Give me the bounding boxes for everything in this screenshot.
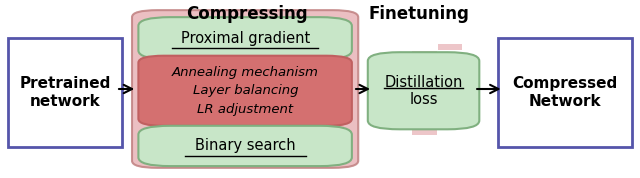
Bar: [412, 128, 436, 135]
Bar: [412, 51, 436, 57]
FancyBboxPatch shape: [138, 126, 352, 166]
Text: Compressed
Network: Compressed Network: [513, 76, 618, 109]
Bar: [88, 121, 111, 128]
Text: Binary search: Binary search: [195, 138, 296, 153]
FancyBboxPatch shape: [368, 52, 479, 129]
Bar: [88, 44, 111, 50]
Bar: [438, 121, 462, 128]
Text: Proximal gradient: Proximal gradient: [180, 31, 310, 46]
Bar: [575, 44, 599, 50]
Bar: [62, 128, 86, 135]
Bar: [549, 51, 573, 57]
Text: LR adjustment: LR adjustment: [197, 103, 294, 116]
FancyBboxPatch shape: [499, 38, 632, 147]
Text: Annealing mechanism: Annealing mechanism: [172, 66, 319, 79]
Text: Pretrained
network: Pretrained network: [19, 76, 111, 109]
Text: Distillation
loss: Distillation loss: [385, 75, 463, 107]
Bar: [320, 121, 344, 128]
Bar: [294, 51, 319, 57]
Text: Finetuning: Finetuning: [369, 5, 469, 23]
Bar: [62, 51, 86, 57]
Text: Compressing: Compressing: [186, 5, 308, 23]
Bar: [438, 44, 462, 50]
Bar: [320, 44, 344, 50]
Text: Layer balancing: Layer balancing: [193, 84, 298, 97]
FancyBboxPatch shape: [138, 56, 352, 126]
Bar: [294, 128, 319, 135]
FancyBboxPatch shape: [8, 38, 122, 147]
FancyBboxPatch shape: [138, 17, 352, 59]
FancyBboxPatch shape: [132, 10, 358, 168]
Bar: [549, 128, 573, 135]
Bar: [575, 121, 599, 128]
